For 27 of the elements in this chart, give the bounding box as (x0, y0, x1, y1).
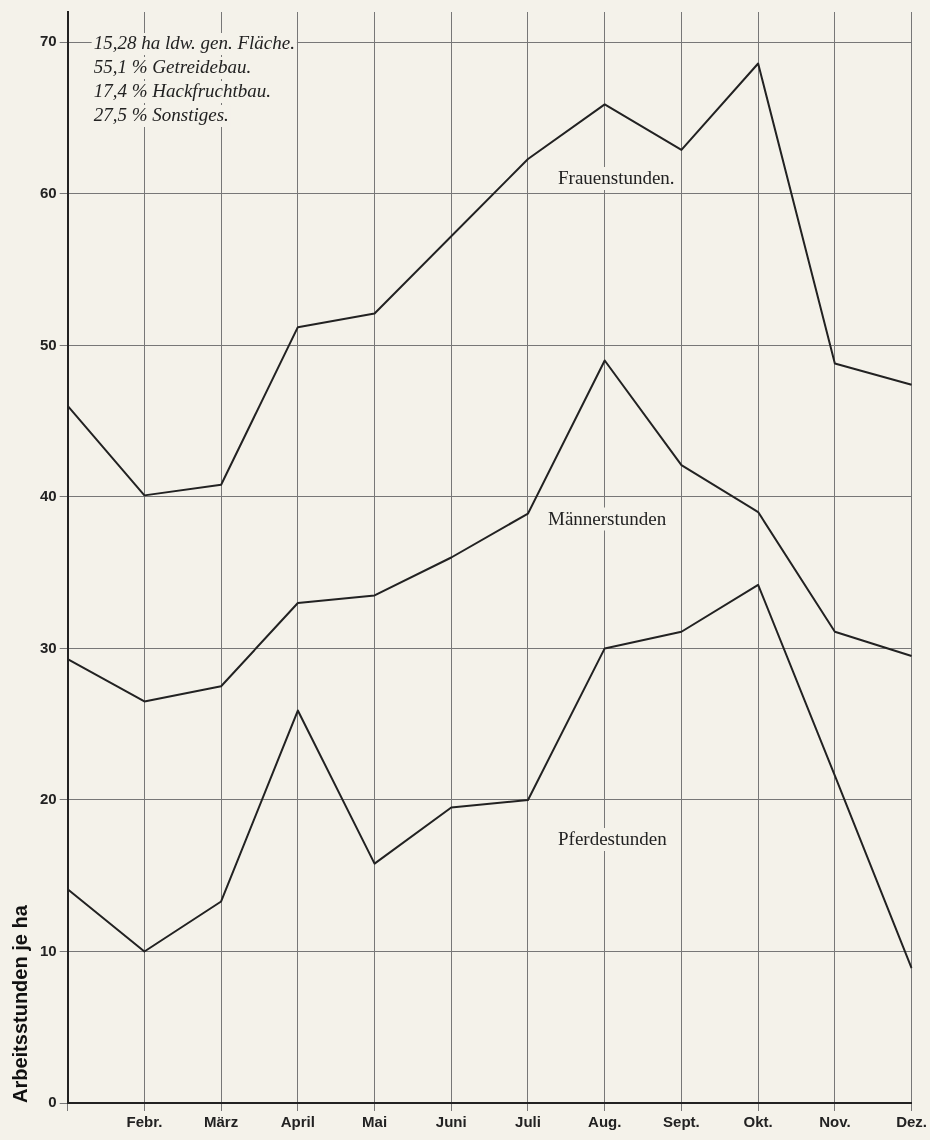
x-tick-label: Febr. (126, 1113, 163, 1131)
annotation: 55,1 % Getreidebau. (93, 55, 252, 77)
series-label: Frauenstunden. (557, 167, 675, 189)
y-tick-label: 10 (40, 941, 57, 959)
annotation: 15,28 ha ldw. gen. Fläche. (93, 31, 295, 53)
x-tick-label: Dez. (896, 1113, 927, 1131)
x-tick-label: Okt. (743, 1113, 773, 1131)
y-tick-label: 50 (40, 335, 57, 353)
y-tick-label: 20 (40, 790, 57, 808)
x-tick-label: März (204, 1113, 239, 1131)
y-tick-label: 30 (40, 638, 57, 656)
x-tick-label: Aug. (588, 1113, 622, 1131)
x-tick-label: Nov. (819, 1113, 851, 1131)
x-tick-label: Mai (362, 1113, 388, 1131)
x-tick-label: April (280, 1113, 315, 1131)
y-axis-title: Arbeitsstunden je ha (8, 904, 31, 1103)
text: Pferdestunden (557, 828, 668, 850)
y-tick-label: 70 (40, 32, 57, 50)
x-tick-label: Juni (435, 1113, 467, 1131)
annotation: 17,4 % Hackfruchtbau. (93, 79, 271, 101)
annotation: 27,5 % Sonstiges. (93, 103, 229, 125)
x-tick-label: Juli (515, 1113, 541, 1131)
x-tick-label: Sept. (663, 1113, 700, 1131)
y-tick-label: 60 (40, 183, 57, 201)
series-label: Männerstunden (547, 508, 667, 530)
y-tick-label: 40 (40, 487, 57, 505)
y-tick-label: 0 (48, 1093, 57, 1111)
